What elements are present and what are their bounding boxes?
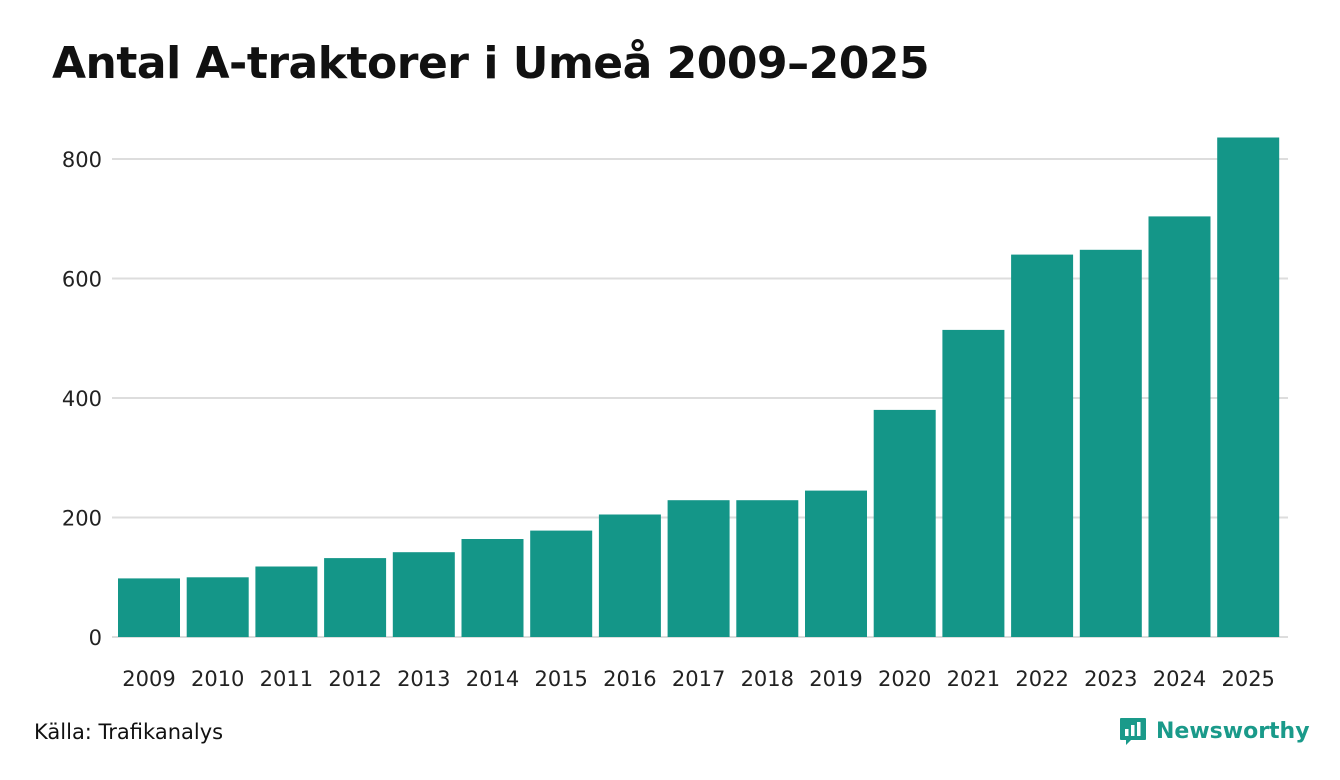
- bar-2018: [736, 500, 799, 637]
- x-tick-label: 2016: [603, 667, 656, 691]
- bar-2025: [1217, 137, 1280, 637]
- x-tick-label: 2020: [878, 667, 931, 691]
- bar-2016: [598, 514, 661, 637]
- x-tick-label: 2025: [1221, 667, 1274, 691]
- bar-2009: [118, 578, 180, 637]
- x-tick-label: 2021: [947, 667, 1000, 691]
- x-tick-label: 2022: [1015, 667, 1068, 691]
- x-axis-labels: 2009 2010 2011 2012 2013 2014 2015 2016 2017 2018…: [122, 667, 1275, 691]
- source-note: Källa: Trafikanalys: [34, 720, 224, 744]
- x-tick-label: 2011: [260, 667, 313, 691]
- x-tick-label: 2012: [328, 667, 381, 691]
- bar-2022: [1011, 254, 1074, 637]
- x-tick-label: 2010: [191, 667, 244, 691]
- bar-2015: [530, 530, 593, 637]
- brand-name: Newsworthy: [1156, 718, 1310, 744]
- bar-2021: [942, 329, 1005, 637]
- bar-2011: [255, 566, 318, 637]
- y-tick-label: 200: [62, 507, 102, 531]
- y-tick-label: 600: [62, 268, 102, 292]
- x-tick-label: 2009: [122, 667, 175, 691]
- bar-2023: [1079, 249, 1142, 638]
- x-tick-label: 2024: [1153, 667, 1206, 691]
- bar-2013: [392, 552, 455, 637]
- chart-title: Antal A-traktorer i Umeå 2009–2025: [52, 38, 930, 89]
- x-tick-label: 2013: [397, 667, 450, 691]
- bar-2012: [324, 558, 387, 637]
- brand-logo: Newsworthy: [1118, 714, 1310, 748]
- x-tick-label: 2023: [1084, 667, 1137, 691]
- bar-2024: [1148, 216, 1211, 637]
- bar-2014: [461, 539, 524, 637]
- x-tick-label: 2015: [534, 667, 587, 691]
- y-tick-label: 800: [62, 148, 102, 172]
- x-tick-label: 2017: [672, 667, 725, 691]
- x-tick-label: 2014: [466, 667, 519, 691]
- x-tick-label: 2018: [741, 667, 794, 691]
- y-axis-labels: 0 200 400 600 800: [62, 148, 102, 650]
- bar-chart-speech-icon: [1120, 718, 1146, 745]
- bar-2020: [873, 409, 936, 637]
- x-tick-label: 2019: [809, 667, 862, 691]
- bars: [118, 137, 1280, 638]
- bar-2010: [186, 577, 249, 638]
- y-tick-label: 400: [62, 387, 102, 411]
- y-tick-label: 0: [89, 626, 102, 650]
- bar-2019: [805, 490, 867, 637]
- bar-2017: [667, 500, 730, 637]
